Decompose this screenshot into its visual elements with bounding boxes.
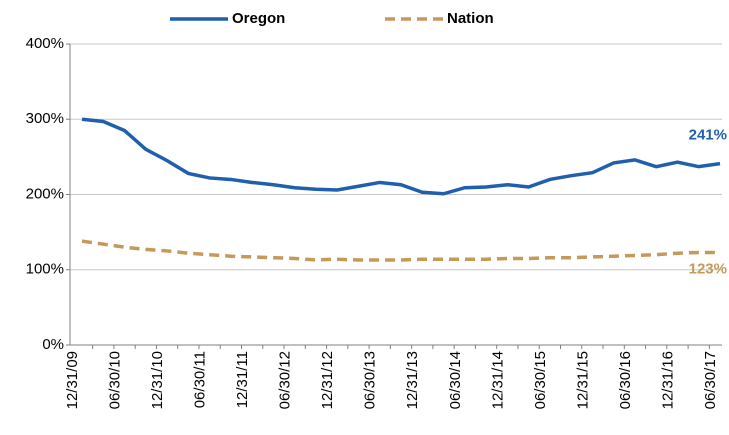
series-line — [81, 239, 720, 262]
data-label: 241% — [689, 127, 727, 144]
x-tick-label: 06/30/16 — [617, 351, 634, 409]
x-tick-label: 12/31/14 — [489, 351, 506, 409]
x-tick-label: 06/30/15 — [532, 351, 549, 409]
x-tick-label: 06/30/13 — [362, 351, 379, 409]
legend-label: Oregon — [232, 10, 285, 27]
x-tick-label: 12/31/15 — [574, 351, 591, 409]
x-tick-label: 06/30/12 — [277, 351, 294, 409]
x-tick-label: 12/31/10 — [149, 351, 166, 409]
y-tick-label: 400% — [26, 35, 64, 52]
data-label: 123% — [689, 260, 727, 277]
y-tick-label: 200% — [26, 185, 64, 202]
x-tick-label: 06/30/17 — [702, 351, 719, 409]
x-tick-label: 06/30/14 — [447, 351, 464, 409]
x-tick-label: 06/30/10 — [107, 351, 124, 409]
x-tick-label: 12/31/11 — [234, 351, 251, 408]
x-tick-label: 12/31/09 — [64, 351, 81, 409]
x-tick-label: 12/31/12 — [319, 351, 336, 409]
x-tick-label: 12/31/16 — [659, 351, 676, 409]
y-tick-label: 100% — [26, 261, 64, 278]
x-tick-label: 06/30/11 — [192, 351, 209, 408]
legend-label: Nation — [447, 10, 494, 27]
y-tick-label: 0% — [42, 336, 64, 353]
y-tick-label: 300% — [26, 110, 64, 127]
x-tick-label: 12/31/13 — [404, 351, 421, 409]
series-line — [81, 117, 721, 196]
